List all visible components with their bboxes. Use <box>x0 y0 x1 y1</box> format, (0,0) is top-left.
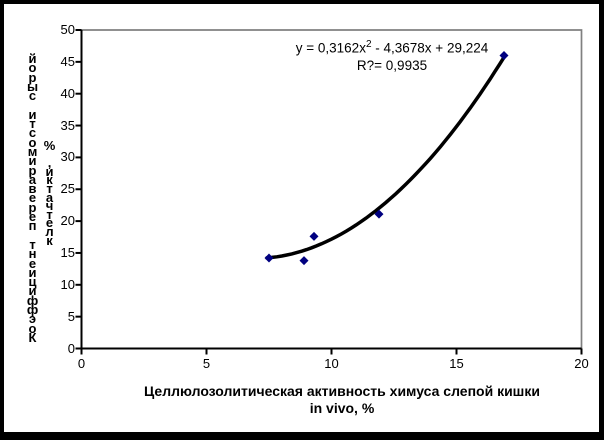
y-axis-title-char: й <box>28 51 37 66</box>
equation-suffix: - 4,3678x + 29,224 <box>371 40 489 56</box>
y-axis-title-char: и <box>28 283 37 299</box>
data-point-marker <box>264 253 274 263</box>
equation-prefix: y = 0,3162x <box>295 40 366 56</box>
equation-exponent: 2 <box>365 39 372 50</box>
y-axis-title-char: , <box>47 155 52 171</box>
y-axis-title-char: о <box>28 60 37 76</box>
y-axis-title-char: ф <box>26 292 39 308</box>
y-axis-title-char: н <box>28 246 37 262</box>
y-axis-title-char: р <box>28 162 37 178</box>
plot-border-line <box>81 29 583 349</box>
y-axis-title-char: э <box>28 311 37 327</box>
x-axis-title-line1: Целлюлозолитическая активность химуса сл… <box>144 383 540 399</box>
trendline <box>265 54 507 260</box>
y-axis-title-char: а <box>45 189 54 205</box>
y-axis-title-char: е <box>28 255 37 271</box>
y-axis-title-char: ч <box>45 198 54 214</box>
data-point-marker <box>374 209 384 219</box>
axis-ticks <box>75 29 583 355</box>
y-axis-title-char: т <box>46 180 53 196</box>
y-axis-title-char: и <box>45 163 54 179</box>
data-point-markers <box>264 50 509 266</box>
y-axis-title-char: и <box>28 106 37 122</box>
y-axis-title-char: с <box>28 125 37 141</box>
y-axis-title-char: к <box>46 232 53 248</box>
x-axis-title: Целлюлозолитическая активность химуса сл… <box>80 383 604 417</box>
equation-line: y = 0,3162x2 - 4,3678x + 29,224 <box>262 36 522 57</box>
y-axis-tick-label: 20 <box>60 213 75 229</box>
y-axis-title-char: е <box>45 215 54 231</box>
axes <box>80 30 582 350</box>
y-axis-title-char: к <box>46 172 53 188</box>
y-axis-title-char: и <box>28 153 37 169</box>
y-axis-title-char: К <box>28 329 37 345</box>
y-axis-title-char: т <box>29 236 36 252</box>
x-axis-tick-label: 20 <box>574 356 589 371</box>
y-axis-title-char: % <box>43 138 56 153</box>
y-axis-title-char: т <box>29 116 36 132</box>
y-axis-tick-label: 15 <box>60 244 75 260</box>
trendline-curve <box>265 54 507 260</box>
y-axis-tick-label: 10 <box>60 276 75 292</box>
y-axis-tick-label: 30 <box>60 149 75 165</box>
x-axis-title-line2: in vivo, % <box>309 400 375 416</box>
y-axis-tick-label: 45 <box>60 53 75 69</box>
data-point-marker <box>299 256 309 266</box>
y-axis-title-char: е <box>28 209 37 225</box>
y-axis-tick-label: 40 <box>60 85 75 101</box>
y-axis-title-char: а <box>28 171 37 187</box>
data-point-marker <box>309 231 319 241</box>
y-axis-title-char: е <box>28 190 37 206</box>
r-squared-label: R?= 0,9935 <box>356 58 428 73</box>
x-axis-tick-label: 5 <box>202 356 211 371</box>
y-axis-tick-label: 50 <box>60 22 75 37</box>
trendline-equation: y = 0,3162x2 - 4,3678x + 29,224 R?= 0,99… <box>262 36 522 75</box>
y-axis-tick-label: 25 <box>60 181 75 197</box>
plot-area-border <box>81 29 583 349</box>
y-axis-title-char: в <box>28 181 37 197</box>
x-axis-tick-label: 0 <box>77 356 86 371</box>
y-axis-title-char: л <box>45 223 54 239</box>
y-axis-title-char: о <box>28 320 37 336</box>
y-axis-title-char: т <box>46 206 53 222</box>
y-axis-tick-label: 5 <box>67 308 75 324</box>
y-axis-tick-label: 35 <box>60 117 75 133</box>
y-axis-title-char: о <box>28 134 37 150</box>
y-axis-title-char: ы <box>26 78 39 94</box>
x-axis-tick-label: 10 <box>324 356 339 371</box>
x-axis-tick-label: 15 <box>449 356 464 371</box>
y-axis-title-char: м <box>27 143 38 159</box>
y-axis-tick-label: 0 <box>67 340 75 356</box>
y-axis-title-char: ц <box>28 274 37 290</box>
y-axis-title-char: р <box>28 69 37 85</box>
y-axis-title-char: ф <box>26 302 39 318</box>
y-axis-title-char: с <box>28 88 37 104</box>
y-axis-title-char: п <box>28 218 37 234</box>
y-axis-title-char: р <box>28 199 37 215</box>
data-point-marker <box>499 50 509 60</box>
y-axis-title-char: и <box>28 264 37 280</box>
